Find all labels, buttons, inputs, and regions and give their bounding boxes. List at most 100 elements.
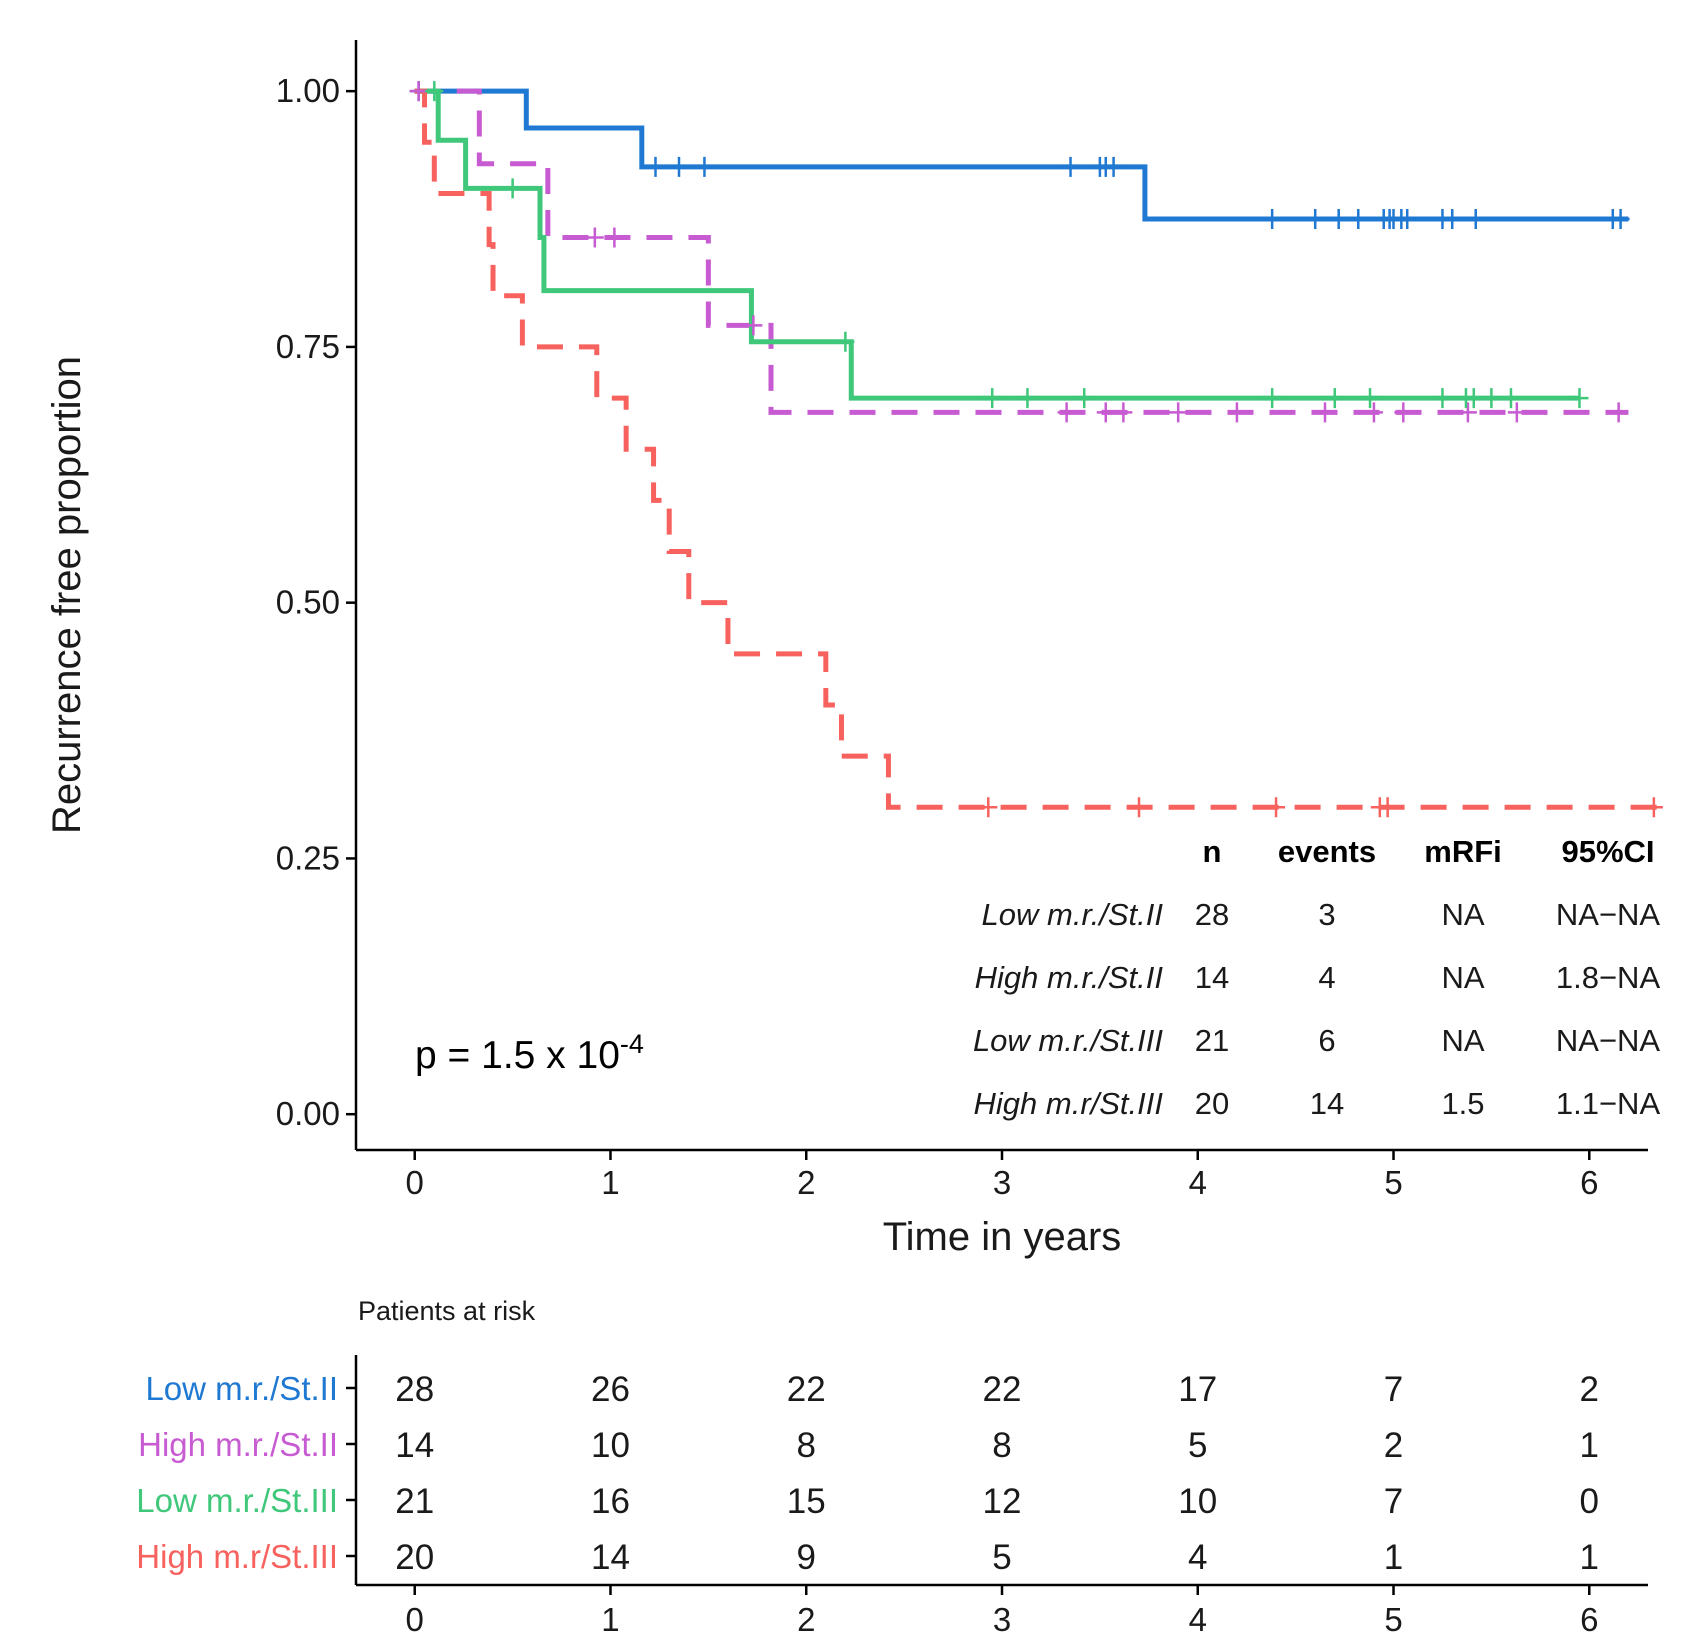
censor-mark-low-m-r-st-iii <box>503 178 522 199</box>
risk-x-tick-label: 6 <box>1580 1601 1598 1638</box>
censor-mark-high-m-r-st-ii <box>1096 402 1115 423</box>
risk-row-label: High m.r./St.II <box>138 1426 338 1463</box>
censor-mark-high-m-r-st-ii <box>1507 402 1526 423</box>
risk-x-axis-ticks: 0 1 2 3 4 5 6 <box>406 1585 1598 1638</box>
risk-count: 22 <box>787 1370 826 1409</box>
risk-count: 10 <box>591 1426 630 1465</box>
x-tick-label: 3 <box>993 1164 1011 1201</box>
censor-mark-low-m-r-st-ii <box>646 156 665 177</box>
summary-header: n <box>1203 834 1222 869</box>
risk-count: 28 <box>395 1370 434 1409</box>
risk-count: 26 <box>591 1370 630 1409</box>
summary-cell-events: 6 <box>1318 1023 1335 1058</box>
censor-mark-low-m-r-st-iii <box>1075 388 1094 409</box>
censor-mark-high-m-r-st-ii <box>1114 402 1133 423</box>
risk-count: 14 <box>591 1538 630 1577</box>
summary-cell-ci: NA−NA <box>1556 897 1661 932</box>
risk-count: 1 <box>1580 1538 1599 1577</box>
censor-mark-low-m-r-st-iii <box>1018 388 1037 409</box>
curve-low-m-r-st-ii <box>414 88 1629 222</box>
y-tick-label: 0.75 <box>276 328 340 365</box>
risk-count: 21 <box>395 1482 434 1521</box>
censor-mark-low-m-r-st-ii <box>1061 156 1080 177</box>
summary-cell-n: 21 <box>1195 1023 1229 1058</box>
y-axis-ticks: 0.00 0.25 0.50 0.75 1.00 <box>276 72 356 1132</box>
censor-mark-low-m-r-st-ii <box>1263 209 1282 230</box>
y-tick-label: 0.00 <box>276 1095 340 1132</box>
summary-cell-events: 3 <box>1318 897 1335 932</box>
risk-x-tick-label: 0 <box>406 1601 424 1638</box>
x-tick-label: 6 <box>1580 1164 1598 1201</box>
censor-mark-high-m-r-st-ii <box>605 227 624 248</box>
risk-count: 2 <box>1384 1426 1403 1465</box>
risk-count: 4 <box>1188 1538 1207 1577</box>
summary-cell-mRFi: NA <box>1441 1023 1484 1058</box>
risk-count: 1 <box>1384 1538 1403 1577</box>
x-tick-label: 4 <box>1189 1164 1207 1201</box>
censor-mark-low-m-r-st-iii <box>1263 388 1282 409</box>
summary-cell-ci: 1.8−NA <box>1556 960 1661 995</box>
risk-x-tick-label: 4 <box>1189 1601 1207 1638</box>
summary-cell-n: 20 <box>1195 1086 1229 1121</box>
censor-mark-high-m-r-st-ii <box>409 81 428 102</box>
x-tick-label: 1 <box>601 1164 619 1201</box>
censor-mark-high-m-r-st-ii <box>585 227 604 248</box>
summary-header: events <box>1278 834 1376 869</box>
risk-count: 9 <box>797 1538 816 1577</box>
censor-mark-low-m-r-st-iii <box>1361 388 1380 409</box>
censor-mark-high-m-r-st-ii <box>1458 402 1477 423</box>
risk-count: 22 <box>983 1370 1022 1409</box>
risk-count: 17 <box>1178 1370 1217 1409</box>
censor-mark-high-m-r-st-ii <box>1057 402 1076 423</box>
risk-count: 10 <box>1178 1482 1217 1521</box>
risk-row-label: Low m.r./St.III <box>136 1482 338 1519</box>
x-axis-title: Time in years <box>883 1215 1122 1259</box>
censor-mark-high-m-r-st-iii <box>1644 797 1663 818</box>
censor-mark-low-m-r-st-ii <box>695 156 714 177</box>
risk-count: 16 <box>591 1482 630 1521</box>
censor-mark-low-m-r-st-ii <box>1329 209 1348 230</box>
risk-row-label: High m.r/St.III <box>136 1538 338 1575</box>
risk-x-tick-label: 5 <box>1384 1601 1402 1638</box>
summary-header: 95%CI <box>1561 834 1654 869</box>
censor-mark-low-m-r-st-ii <box>1104 156 1123 177</box>
main-plot: 0.00 0.25 0.50 0.75 1.00 0 1 2 3 4 5 6 Recurrence … <box>45 40 1663 1259</box>
censor-mark-low-m-r-st-iii <box>983 388 1002 409</box>
y-tick-label: 0.25 <box>276 839 340 876</box>
curve-low-m-r-st-iii <box>414 88 1580 401</box>
risk-count: 1 <box>1580 1426 1599 1465</box>
summary-row-label: Low m.r./St.III <box>973 1023 1163 1058</box>
curve-high-m-r-st-iii <box>414 88 1658 810</box>
risk-count: 5 <box>992 1538 1011 1577</box>
censor-mark-high-m-r-st-ii <box>1609 402 1628 423</box>
risk-count: 8 <box>797 1426 816 1465</box>
risk-table: Patients at risk Low m.r./St.II 28 26 22 22 1… <box>136 1296 1648 1638</box>
censor-mark-low-m-r-st-iii <box>1482 388 1501 409</box>
censor-mark-high-m-r-st-ii <box>1227 402 1246 423</box>
y-axis-title: Recurrence free proportion <box>45 356 89 834</box>
censor-mark-low-m-r-st-ii <box>1443 209 1462 230</box>
summary-cell-mRFi: 1.5 <box>1441 1086 1484 1121</box>
censor-mark-low-m-r-st-ii <box>1466 209 1485 230</box>
summary-row-label: Low m.r./St.II <box>982 897 1164 932</box>
risk-count: 20 <box>395 1538 434 1577</box>
censor-mark-high-m-r-st-ii <box>1394 402 1413 423</box>
censor-mark-low-m-r-st-iii <box>425 81 444 102</box>
p-value-exponent: -4 <box>620 1029 644 1059</box>
x-tick-label: 2 <box>797 1164 815 1201</box>
risk-count: 0 <box>1580 1482 1599 1521</box>
risk-count: 2 <box>1580 1370 1599 1409</box>
y-tick-label: 0.50 <box>276 584 340 621</box>
y-tick-label: 1.00 <box>276 72 340 109</box>
censor-mark-low-m-r-st-ii <box>1611 209 1630 230</box>
risk-count: 5 <box>1188 1426 1207 1465</box>
censor-mark-low-m-r-st-iii <box>1433 388 1452 409</box>
summary-cell-events: 14 <box>1310 1086 1344 1121</box>
risk-count: 15 <box>787 1482 826 1521</box>
censor-mark-high-m-r-st-ii <box>1364 402 1383 423</box>
risk-count: 12 <box>983 1482 1022 1521</box>
risk-count: 14 <box>395 1426 434 1465</box>
x-axis-ticks: 0 1 2 3 4 5 6 <box>406 1150 1598 1201</box>
censor-mark-low-m-r-st-iii <box>1570 388 1589 409</box>
